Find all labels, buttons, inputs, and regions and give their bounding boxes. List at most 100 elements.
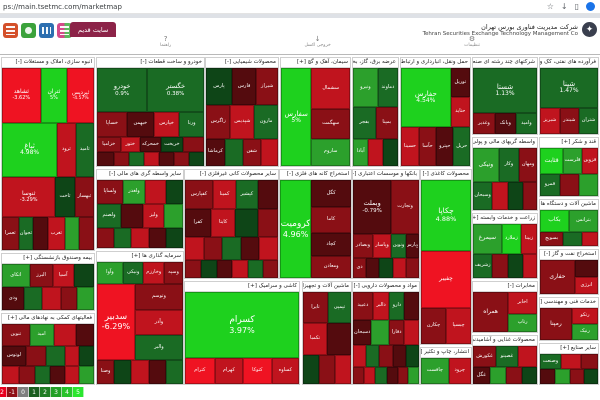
stock-cell[interactable] bbox=[18, 365, 36, 384]
stock-cell[interactable] bbox=[263, 260, 278, 278]
stock-cell[interactable]: کفپارس bbox=[185, 180, 213, 210]
stock-cell[interactable] bbox=[353, 345, 367, 368]
stock-cell[interactable]: ختور bbox=[120, 136, 140, 153]
stock-cell[interactable] bbox=[148, 359, 166, 384]
stock-cell[interactable]: خریخت bbox=[161, 136, 183, 153]
side-panel-icon[interactable]: ▯ bbox=[574, 1, 579, 11]
stock-cell[interactable]: حفارس 4.54% bbox=[401, 68, 451, 127]
stock-cell[interactable]: ولغدر bbox=[122, 180, 146, 205]
stock-cell[interactable]: بکاب bbox=[540, 210, 569, 232]
stock-cell[interactable]: دارو bbox=[389, 292, 405, 320]
stock-cell[interactable] bbox=[405, 258, 419, 278]
stock-cell[interactable]: وبصادر bbox=[353, 233, 373, 259]
stock-cell[interactable] bbox=[24, 287, 43, 310]
stock-cell[interactable] bbox=[257, 209, 278, 237]
stock-cell[interactable] bbox=[73, 264, 94, 287]
stock-cell[interactable]: وغدیر bbox=[473, 112, 495, 134]
stock-cell[interactable]: سهگمت bbox=[311, 109, 350, 139]
stock-cell[interactable]: قلرست bbox=[563, 148, 582, 175]
section-title[interactable]: بیمه وصندوق بازنشستگی [+] bbox=[2, 254, 94, 264]
stock-cell[interactable] bbox=[327, 323, 351, 355]
stock-cell[interactable]: سیمرغ bbox=[473, 224, 502, 254]
stock-cell[interactable]: رتاپ bbox=[508, 314, 537, 332]
stock-cell[interactable] bbox=[404, 292, 419, 320]
stock-cell[interactable]: خودرو 0.9% bbox=[97, 68, 148, 113]
stock-cell[interactable] bbox=[581, 231, 598, 246]
stock-cell[interactable]: دسبحان bbox=[353, 319, 372, 346]
stock-cell[interactable] bbox=[408, 367, 419, 384]
stock-cell[interactable]: ولصنم bbox=[97, 204, 122, 228]
stock-cell[interactable]: وصنعت bbox=[540, 354, 561, 369]
stock-cell[interactable]: ثجوان bbox=[18, 217, 34, 250]
stock-cell[interactable]: شپنا 1.47% bbox=[540, 68, 598, 108]
stock-cell[interactable] bbox=[64, 365, 80, 384]
stock-cell[interactable]: وتجارت bbox=[391, 180, 419, 234]
stock-cell[interactable] bbox=[75, 324, 94, 346]
stock-cell[interactable] bbox=[506, 366, 522, 384]
stock-cell[interactable]: ثاخت bbox=[55, 177, 75, 218]
section-title[interactable]: شرکتهای چند رشته ای صنعتی [-] bbox=[473, 58, 537, 68]
stock-cell[interactable] bbox=[222, 236, 241, 261]
stock-cell[interactable]: پارس bbox=[206, 68, 232, 106]
stock-cell[interactable]: ودی bbox=[2, 287, 25, 310]
stock-cell[interactable]: کپشیر bbox=[236, 180, 258, 210]
stock-cell[interactable] bbox=[560, 354, 581, 369]
stock-cell[interactable] bbox=[492, 182, 509, 210]
stock-cell[interactable]: فارس bbox=[231, 68, 257, 106]
stock-cell[interactable]: امید bbox=[29, 324, 54, 346]
stock-cell[interactable] bbox=[148, 227, 166, 248]
stock-cell[interactable] bbox=[173, 152, 189, 166]
stock-cell[interactable] bbox=[33, 217, 48, 250]
stock-cell[interactable]: حآسا bbox=[418, 126, 437, 166]
stock-cell[interactable]: وآذر bbox=[134, 309, 183, 336]
stock-cell[interactable] bbox=[42, 287, 61, 310]
help-button[interactable]: ? راهنما bbox=[160, 35, 171, 48]
stock-cell[interactable]: آبادا bbox=[353, 138, 369, 166]
stock-cell[interactable]: وسبحان bbox=[473, 182, 493, 210]
stock-cell[interactable] bbox=[574, 260, 598, 277]
stock-cell[interactable]: کگل bbox=[311, 180, 351, 208]
stock-cell[interactable] bbox=[64, 217, 80, 250]
stock-cell[interactable] bbox=[379, 258, 393, 278]
stock-cell[interactable]: ورنا bbox=[179, 112, 204, 137]
stock-cell[interactable] bbox=[165, 180, 183, 205]
stock-cell[interactable]: اتکای bbox=[2, 264, 30, 287]
stock-cell[interactable]: قزوین bbox=[581, 148, 598, 175]
stock-cell[interactable] bbox=[522, 182, 537, 210]
stock-cell[interactable]: کهرام bbox=[214, 358, 244, 384]
stock-cell[interactable] bbox=[114, 152, 130, 166]
stock-cell[interactable] bbox=[46, 345, 65, 366]
stock-cell[interactable] bbox=[570, 369, 585, 384]
stock-cell[interactable] bbox=[375, 367, 387, 384]
section-title[interactable]: سایر صنایع [+] bbox=[540, 344, 598, 354]
stock-cell[interactable]: زبینا bbox=[520, 224, 537, 254]
stock-cell[interactable] bbox=[97, 227, 115, 248]
stock-cell[interactable] bbox=[114, 227, 132, 248]
stock-cell[interactable] bbox=[248, 260, 264, 278]
stock-cell[interactable]: زاگرس bbox=[206, 105, 231, 139]
stock-cell[interactable]: شفن bbox=[242, 138, 261, 166]
section-title[interactable]: مواد و محصولات دارویی [-] bbox=[353, 282, 419, 292]
stock-cell[interactable]: قثابت bbox=[540, 148, 564, 175]
stock-cell[interactable]: خگستر 0.38% bbox=[147, 68, 204, 113]
stock-cell[interactable]: ثتران 5% bbox=[40, 68, 68, 123]
stock-cell[interactable]: مارون bbox=[254, 105, 278, 139]
stock-cell[interactable]: البرز bbox=[29, 264, 53, 287]
stock-cell[interactable]: توریل bbox=[450, 68, 470, 98]
stock-cell[interactable]: کترام bbox=[185, 358, 215, 384]
section-title[interactable]: انتشار، چاپ و تکثیر [+] bbox=[421, 348, 471, 358]
section-title[interactable]: حمل ونقل، انبارداری و ارتباطات [+] bbox=[401, 58, 470, 68]
stock-cell[interactable] bbox=[397, 367, 409, 384]
section-title[interactable]: سایر واسطه گری های مالی [-] bbox=[97, 170, 183, 180]
stock-cell[interactable]: رتکو bbox=[571, 308, 598, 324]
stock-cell[interactable] bbox=[2, 365, 19, 384]
stock-cell[interactable]: چافست bbox=[421, 358, 449, 384]
stock-cell[interactable] bbox=[559, 174, 580, 196]
stock-cell[interactable]: حفاری bbox=[540, 260, 575, 294]
stock-cell[interactable]: ولساپا bbox=[97, 180, 123, 205]
stock-cell[interactable]: اخابر bbox=[508, 292, 537, 314]
stock-cell[interactable] bbox=[379, 345, 393, 368]
stock-cell[interactable] bbox=[129, 152, 145, 166]
stock-cell[interactable] bbox=[257, 180, 278, 210]
stock-cell[interactable]: ثنوسا -3.29% bbox=[2, 177, 56, 218]
